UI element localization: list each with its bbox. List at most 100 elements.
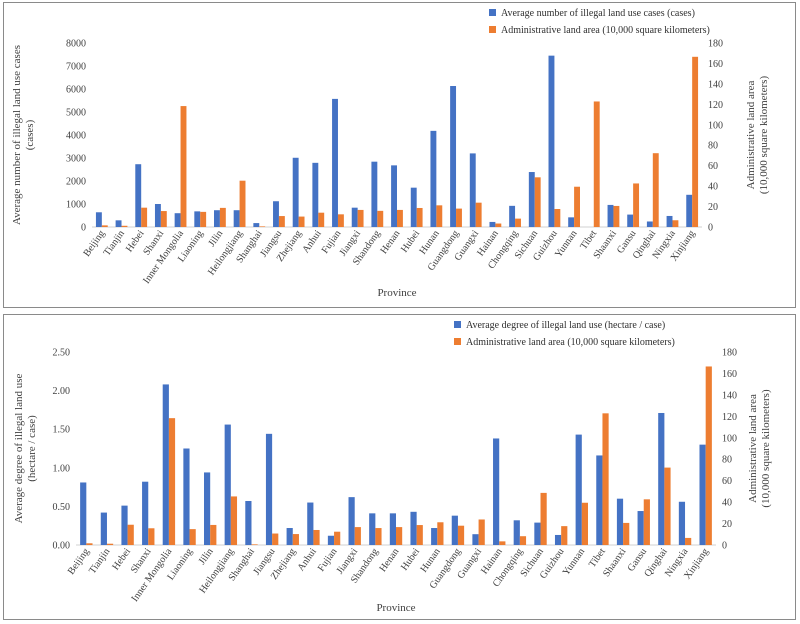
bar-series2 — [189, 529, 196, 545]
y2-axis-title-line: (10,000 square kilometers) — [758, 76, 770, 195]
bar-series2 — [652, 153, 659, 227]
bar-series1 — [509, 205, 516, 227]
bar-series1 — [224, 424, 231, 545]
y2-tick-label: 160 — [708, 59, 723, 70]
bar-series2 — [357, 209, 364, 227]
bar-series1 — [469, 153, 476, 227]
legend-label: Average number of illegal land use cases… — [501, 8, 695, 19]
bar-series2 — [180, 106, 187, 227]
x-axis-title: Province — [376, 602, 415, 614]
bar-series1 — [369, 513, 376, 545]
bar-series2 — [561, 526, 568, 545]
chart-panel-cases: 0 1000 2000 3000 4000 5000 6000 7000 8000 0 20 40 60… — [3, 2, 796, 308]
y-tick-label: 0.50 — [53, 502, 71, 513]
bar-series2 — [664, 467, 671, 545]
legend-label: Administrative land area (10,000 square … — [466, 337, 675, 348]
bar-series1 — [154, 204, 161, 227]
y-axis-title-line: (hectare / case) — [26, 415, 38, 482]
bar-series1 — [607, 204, 614, 227]
x-tick-label: Jilin — [197, 546, 216, 566]
y2-tick-label: 80 — [708, 141, 718, 152]
bar-series2 — [318, 212, 325, 227]
bar-series1 — [627, 214, 634, 227]
bar-series1 — [616, 498, 624, 545]
y2-tick-label: 60 — [708, 161, 718, 172]
bar-series1 — [80, 482, 87, 545]
y2-tick-label: 40 — [708, 182, 718, 193]
bar-series2 — [495, 223, 502, 227]
bar-series2 — [127, 524, 134, 545]
x-axis-title: Province — [377, 287, 416, 299]
bar-series1 — [115, 220, 122, 227]
bar-series2 — [416, 525, 423, 545]
bar-series1 — [174, 213, 181, 227]
y2-axis-title-line: Administrative land area — [747, 394, 759, 503]
y2-axis-title-line: (10,000 square kilometers) — [760, 389, 772, 508]
bar-series1 — [686, 194, 693, 227]
y2-tick-label: 100 — [722, 433, 737, 444]
bar-series2 — [148, 528, 155, 545]
bar-series2 — [121, 225, 128, 227]
bar-series2 — [475, 202, 482, 227]
y-axis-title-line: Average number of illegal land use cases — [11, 45, 23, 225]
legend-label: Administrative land area (10,000 square … — [501, 25, 710, 36]
y-axis-title: Average degree of illegal land use(hecta… — [13, 374, 38, 524]
legend-label: Average degree of illegal land use (hect… — [466, 320, 665, 331]
y-tick-label: 6000 — [66, 85, 86, 96]
y-tick-label: 4000 — [66, 131, 86, 142]
bar-series2 — [613, 205, 620, 227]
y2-tick-label: 0 — [722, 541, 727, 552]
bar-series1 — [142, 481, 149, 545]
bar-series2 — [554, 209, 561, 227]
bar-series2 — [210, 524, 217, 545]
bar-series1 — [253, 223, 260, 227]
bar-series1 — [450, 86, 457, 227]
bar-series2 — [436, 205, 443, 227]
y2-axis-title-line: Administrative land area — [745, 81, 757, 190]
bar-series2 — [278, 216, 285, 227]
bar-series2 — [416, 207, 423, 227]
bar-series1 — [292, 157, 299, 227]
y2-tick-label: 80 — [722, 455, 732, 466]
bar-series2 — [219, 207, 226, 227]
y-tick-label: 1.00 — [53, 463, 71, 474]
bar-series1 — [95, 212, 102, 227]
bar-series2 — [456, 208, 462, 227]
bar-series2 — [685, 537, 692, 545]
bar-series1 — [596, 455, 603, 545]
bar-series2 — [692, 56, 699, 227]
y2-axis-title: Administrative land area(10,000 square k… — [745, 76, 770, 195]
bar-series1 — [554, 534, 562, 545]
chart-panel-degree: 0.00 0.50 1.00 1.50 2.00 2.50 0 20 40 60 80 100 120 1… — [3, 314, 796, 620]
bar-series1 — [204, 472, 211, 545]
bar-series1 — [451, 515, 458, 545]
chart-degree: 0.00 0.50 1.00 1.50 2.00 2.50 0 20 40 60 80 100 120 1… — [13, 320, 772, 614]
y-tick-label: 7000 — [66, 62, 86, 73]
legend-swatch — [489, 26, 496, 33]
bar-series1 — [431, 528, 438, 545]
bar-series2 — [259, 226, 266, 227]
bar-series2 — [643, 499, 650, 545]
bar-series2 — [602, 413, 609, 545]
x-tick-label: Yunnan — [561, 546, 588, 577]
bar-series2 — [478, 519, 485, 545]
bar-series1 — [472, 534, 479, 545]
y-tick-label: 5000 — [66, 108, 86, 119]
bar-series2 — [86, 543, 93, 545]
y-tick-label: 0 — [81, 223, 86, 234]
bar-series1 — [513, 520, 520, 545]
bar-series2 — [106, 543, 114, 545]
y-axis-title: Average number of illegal land use cases… — [11, 45, 36, 225]
y-tick-label: 2.50 — [53, 348, 71, 359]
bar-series2 — [230, 496, 238, 545]
bar-series1 — [646, 221, 653, 227]
bar-series2 — [581, 502, 588, 545]
bar-series1 — [534, 522, 541, 545]
bar-series2 — [334, 531, 341, 545]
x-tick-label: Tianjin — [102, 228, 127, 258]
y-tick-label: 3000 — [66, 154, 86, 165]
y2-tick-label: 180 — [722, 348, 737, 359]
bar-series2 — [354, 527, 361, 545]
bar-series2 — [437, 522, 444, 545]
y2-tick-label: 20 — [708, 202, 718, 213]
